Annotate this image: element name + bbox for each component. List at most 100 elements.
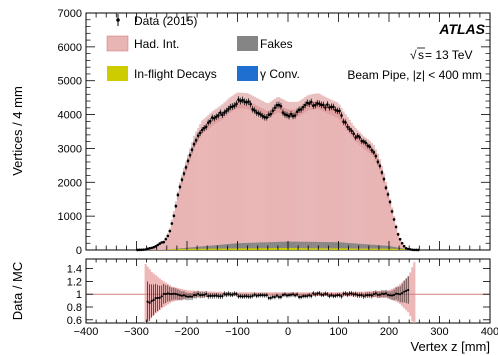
inflight-bin [332, 248, 335, 250]
had-int-uncertainty [376, 153, 380, 165]
ratio-data-points [146, 276, 410, 322]
had-int-uncertainty [263, 102, 266, 118]
legend-label-gamma: γ Conv. [260, 67, 300, 81]
legend-entry-had-int: Had. Int. [106, 35, 179, 52]
ratio-point [223, 292, 226, 295]
fakes-bin [348, 243, 351, 250]
data-point [366, 144, 370, 147]
ratio-point [403, 290, 406, 293]
inflight-bin [193, 248, 196, 250]
x-tick-label: 100 [329, 326, 347, 338]
ratio-point [241, 295, 244, 298]
x-axis-title: Vertex z [mm] [411, 339, 490, 354]
inflight-bin [269, 248, 272, 250]
ratio-point [158, 296, 161, 299]
data-point [245, 101, 248, 104]
inflight-bin [283, 247, 287, 250]
data-point [168, 229, 172, 233]
had-int-bin [360, 140, 363, 250]
inflight-bin [356, 248, 359, 250]
data-point [309, 100, 313, 104]
had-int-bin [249, 102, 252, 250]
had-int-bin [257, 106, 260, 251]
had-int-bin [356, 136, 359, 250]
had-int-bin [328, 106, 331, 250]
data-point [210, 116, 214, 119]
inflight-bin [267, 248, 270, 250]
had-int-bin [391, 210, 394, 250]
main-y-tick-label: 0 [76, 245, 82, 257]
ratio-point [362, 295, 365, 298]
fakes-bin [277, 241, 281, 250]
inflight-bin [376, 248, 380, 250]
main-x-axis [85, 13, 491, 250]
inflight-bin [397, 249, 400, 250]
had-int-bin [213, 117, 216, 250]
data-point [328, 106, 331, 109]
had-int-bin [245, 100, 248, 251]
ratio-point [259, 294, 262, 297]
ratio-point [211, 294, 214, 298]
energy-label: √ s = 13 TeV [410, 47, 472, 62]
inflight-bin [370, 248, 373, 250]
inflight-bin [205, 248, 208, 250]
had-int-bin [320, 102, 323, 250]
data-point [192, 142, 196, 146]
had-int-bin [201, 127, 204, 250]
ratio-point [326, 293, 329, 296]
had-int-bin [219, 113, 222, 251]
fakes-bin [362, 244, 365, 250]
fakes-bin [358, 243, 361, 250]
inflight-bin [290, 247, 293, 250]
ratio-point [324, 292, 327, 295]
fakes-bin [330, 242, 333, 250]
inflight-bin [391, 248, 394, 250]
inflight-bin [354, 248, 357, 250]
inflight-bin [261, 248, 264, 250]
ratio-y-tick-label: 1.2 [67, 276, 82, 288]
ratio-point [166, 292, 169, 295]
ratio-point [249, 295, 252, 298]
inflight-bin [308, 248, 311, 250]
ratio-point [394, 292, 398, 295]
had-int-bin [318, 101, 321, 250]
inflight-bin [364, 248, 367, 250]
data-point [184, 166, 188, 169]
fakes-bin [302, 241, 305, 250]
fakes-bin [324, 242, 327, 250]
ratio-point [271, 295, 274, 299]
inflight-bin [358, 248, 361, 250]
ratio-point [298, 295, 301, 299]
data-point [174, 204, 178, 208]
had-int-bin [158, 243, 161, 250]
ratio-point [388, 294, 392, 297]
atlas-label: ATLAS [438, 21, 485, 37]
had-int-bin [209, 120, 212, 250]
fakes-bin [229, 243, 232, 250]
data-point [237, 98, 240, 101]
ratio-point [293, 294, 297, 297]
x-tick-label: 300 [430, 326, 448, 338]
ratio-point [257, 294, 260, 297]
had-int-bin [342, 118, 345, 251]
data-point [225, 109, 228, 113]
ratio-point [330, 293, 333, 297]
main-y-tick-label: 1000 [58, 211, 82, 223]
ratio-point [255, 294, 258, 297]
main-y-tick-label: 2000 [58, 177, 82, 189]
inflight-bin [273, 248, 277, 250]
had-int-bin [393, 218, 396, 250]
had-int-bin [354, 134, 357, 250]
ratio-point [213, 294, 216, 297]
fakes-bin [201, 246, 204, 250]
data-point [239, 99, 242, 103]
had-int-bin [285, 108, 289, 250]
ratio-point [269, 296, 272, 299]
data-point [295, 110, 299, 114]
inflight-bin [338, 248, 341, 250]
inflight-bin [221, 248, 224, 250]
had-int-uncertainty [265, 103, 268, 119]
fakes-bin [298, 241, 301, 250]
fakes-bin [340, 242, 343, 250]
ratio-point [247, 295, 250, 298]
